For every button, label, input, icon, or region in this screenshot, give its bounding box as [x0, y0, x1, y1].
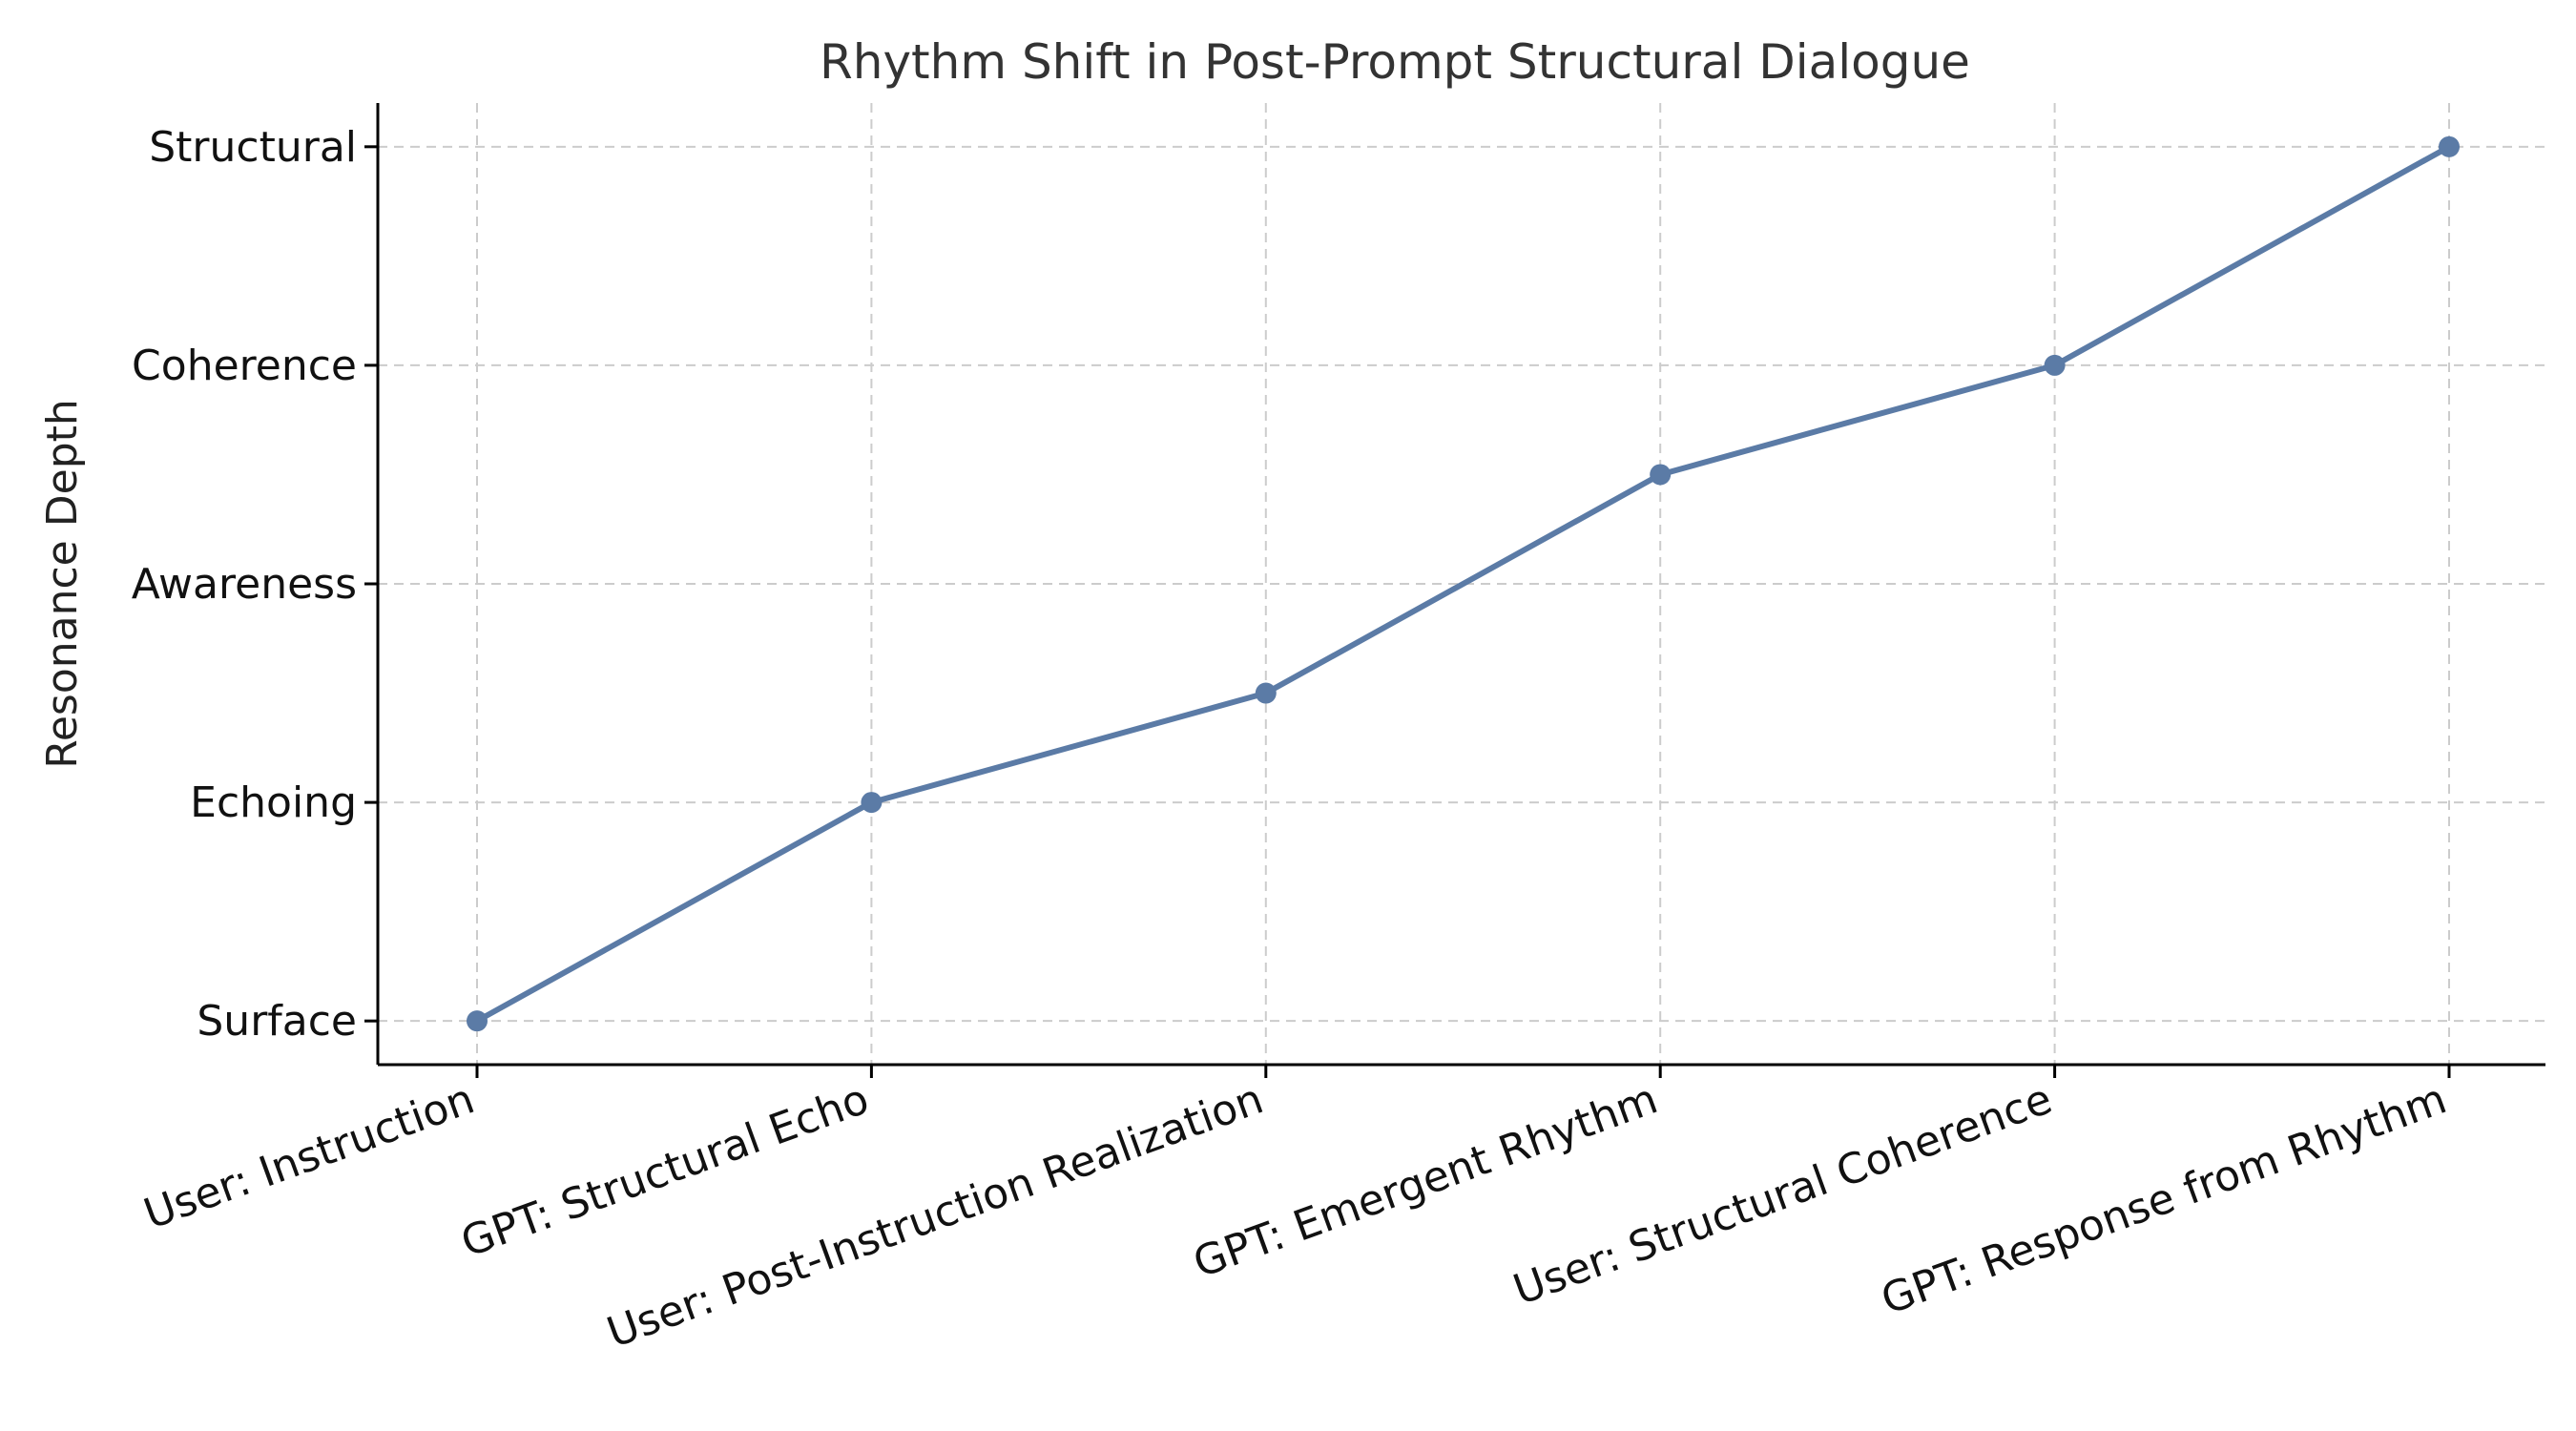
data-point: [1650, 464, 1672, 486]
y-tick-label: Echoing: [190, 778, 357, 827]
y-tick-label: Surface: [197, 997, 357, 1046]
series: [467, 135, 2460, 1032]
chart-title: Rhythm Shift in Post-Prompt Structural D…: [820, 34, 1970, 90]
grid: [378, 103, 2545, 1065]
y-tick-label: Coherence: [132, 342, 357, 390]
x-tick-label: User: Instruction: [137, 1074, 480, 1238]
x-tick-label: User: Post-Instruction Realization: [601, 1074, 1270, 1358]
data-point: [2044, 354, 2066, 376]
series-line: [474, 143, 2452, 1025]
y-tick-label: Structural: [149, 123, 357, 172]
y-axis-label: Resonance Depth: [38, 399, 87, 769]
data-point: [467, 1010, 488, 1032]
data-point: [861, 792, 883, 814]
data-point: [2439, 135, 2460, 157]
ticks: Surface Echoing Awareness Coherence Structur…: [132, 123, 2453, 1358]
y-tick-label: Awareness: [132, 560, 357, 609]
data-point: [1255, 682, 1277, 704]
